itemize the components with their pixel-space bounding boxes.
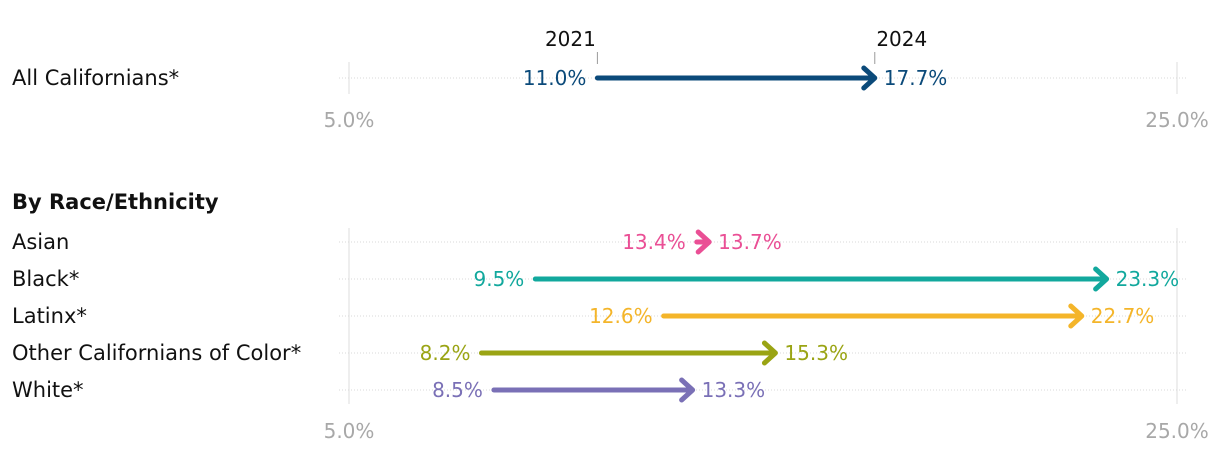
bottom-row-label: Other Californians of Color*: [12, 341, 301, 365]
top-x-tick-label: 5.0%: [324, 108, 375, 132]
year-label-end: 2024: [876, 27, 927, 51]
bottom-row-label: White*: [12, 378, 84, 402]
bottom-row-label: Asian: [12, 230, 69, 254]
bottom-end-value-label: 22.7%: [1091, 304, 1155, 328]
bottom-start-value-label: 9.5%: [473, 267, 524, 291]
bottom-arrow-head: [761, 340, 778, 366]
bottom-arrow-head: [1093, 266, 1110, 292]
bottom-arrow-head: [679, 377, 696, 403]
top-start-value-label: 11.0%: [523, 66, 587, 90]
bottom-start-value-label: 13.4%: [622, 230, 686, 254]
bottom-end-value-label: 13.7%: [718, 230, 782, 254]
bottom-arrow-head: [1068, 303, 1085, 329]
bottom-end-value-label: 23.3%: [1116, 267, 1180, 291]
top-arrow-head: [861, 65, 878, 91]
bottom-x-tick-label: 25.0%: [1145, 419, 1209, 443]
top-end-value-label: 17.7%: [884, 66, 948, 90]
top-x-tick-label: 25.0%: [1145, 108, 1209, 132]
year-label-start: 2021: [545, 27, 596, 51]
section-title: By Race/Ethnicity: [12, 190, 219, 214]
bottom-start-value-label: 8.5%: [432, 378, 483, 402]
bottom-arrow-head: [695, 229, 712, 255]
bottom-row-label: Latinx*: [12, 304, 87, 328]
bottom-start-value-label: 8.2%: [420, 341, 471, 365]
top-row-label: All Californians*: [12, 66, 179, 90]
bottom-start-value-label: 12.6%: [589, 304, 653, 328]
bottom-end-value-label: 13.3%: [702, 378, 766, 402]
bottom-row-label: Black*: [12, 267, 79, 291]
bottom-x-tick-label: 5.0%: [324, 419, 375, 443]
bottom-end-value-label: 15.3%: [784, 341, 848, 365]
